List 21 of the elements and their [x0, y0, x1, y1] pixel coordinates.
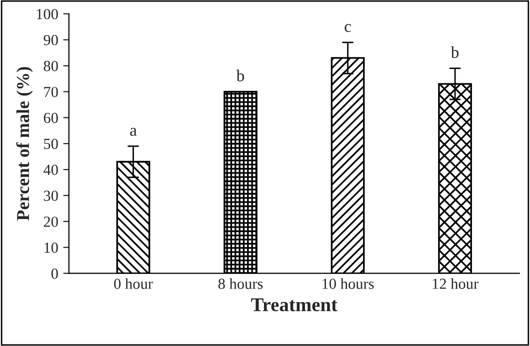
y-tick-label: 50: [44, 138, 58, 150]
y-tick-label: 60: [44, 112, 58, 124]
annotation: c: [344, 24, 351, 32]
x-axis-title: Treatment: [251, 298, 338, 312]
x-tick-label: 8 hours: [218, 278, 263, 289]
annotation: b: [236, 70, 244, 82]
y-tick-label: 90: [44, 34, 58, 46]
y-tick-label: 10: [44, 242, 58, 253]
y-tick-label: 80: [44, 60, 58, 72]
y-axis-title: Percent of male (%): [16, 67, 33, 221]
y-tick-label: 70: [44, 86, 58, 98]
annotation: a: [130, 128, 137, 136]
x-tick-label: 0 hour: [114, 278, 153, 289]
x-tick-label: 10 hours: [322, 278, 374, 289]
annotation: b: [450, 46, 459, 58]
y-tick-label: 20: [44, 216, 58, 227]
y-tick-label: 0: [51, 268, 58, 279]
y-tick-label: 30: [44, 190, 58, 201]
y-tick-label: 100: [36, 8, 58, 20]
x-tick-label: 12 hour: [432, 278, 478, 289]
y-tick-label: 40: [44, 164, 58, 175]
